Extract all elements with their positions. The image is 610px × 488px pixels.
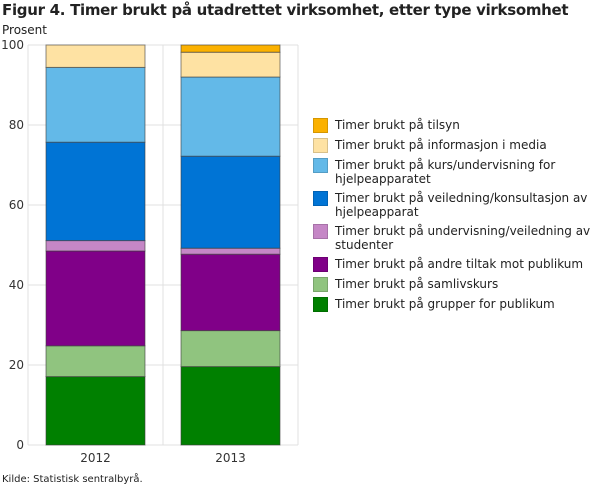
legend-label: Timer brukt på tilsyn [335, 118, 460, 132]
bar-segment [180, 330, 281, 368]
legend-swatch [313, 191, 328, 206]
y-tick-label: 0 [16, 438, 24, 452]
legend-label: Timer brukt på samlivskurs [335, 277, 499, 291]
legend-item: Timer brukt på undervisning/veiledning a… [313, 224, 603, 252]
bar-segment [45, 376, 146, 446]
legend-item: Timer brukt på tilsyn [313, 118, 603, 133]
bar-segment [180, 247, 281, 255]
y-tick-label: 40 [9, 278, 24, 292]
legend-swatch [313, 297, 328, 312]
legend-label: Timer brukt på andre tiltak mot publikum [335, 257, 584, 271]
legend-item: Timer brukt på grupper for publikum [313, 297, 603, 312]
y-axis-label: Prosent [2, 23, 47, 37]
legend-label: Timer brukt på veiledning/konsultasjon a… [335, 191, 588, 219]
bar-segment [180, 76, 281, 157]
bar-segment [45, 66, 146, 143]
legend-label: Timer brukt på grupper for publikum [335, 297, 555, 311]
legend-swatch [313, 224, 328, 239]
y-tick-label: 100 [1, 38, 24, 52]
legend-label: Timer brukt på undervisning/veiledning a… [335, 224, 591, 252]
x-tick-label: 2012 [80, 451, 111, 465]
y-tick-label: 20 [9, 358, 24, 372]
legend-label: Timer brukt på informasjon i media [335, 138, 547, 152]
legend-swatch [313, 277, 328, 292]
legend-item: Timer brukt på veiledning/konsultasjon a… [313, 191, 603, 219]
legend-swatch [313, 257, 328, 272]
bar-segment [45, 345, 146, 378]
y-tick-label: 60 [9, 198, 24, 212]
chart-title: Figur 4. Timer brukt på utadrettet virks… [2, 1, 569, 19]
legend: Timer brukt på tilsyn Timer brukt på info… [313, 118, 603, 317]
bar-segment [180, 44, 281, 53]
legend-swatch [313, 138, 328, 153]
legend-item: Timer brukt på andre tiltak mot publikum [313, 257, 603, 272]
legend-swatch [313, 158, 328, 173]
x-tick-label: 2013 [215, 451, 246, 465]
legend-item: Timer brukt på samlivskurs [313, 277, 603, 292]
source-note: Kilde: Statistisk sentralbyrå. [2, 474, 143, 485]
bar-segment [180, 366, 281, 446]
legend-item: Timer brukt på informasjon i media [313, 138, 603, 153]
bar-segment [180, 253, 281, 332]
bar-segment [45, 44, 146, 68]
bar-segment [180, 51, 281, 78]
bar-segment [45, 250, 146, 347]
bar-segment [180, 155, 281, 249]
legend-label: Timer brukt på kurs/undervisning for hje… [335, 158, 556, 186]
legend-item: Timer brukt på kurs/undervisning for hje… [313, 158, 603, 186]
legend-swatch [313, 118, 328, 133]
bar-segment [45, 141, 146, 242]
y-tick-label: 80 [9, 118, 24, 132]
bar-segment [45, 240, 146, 252]
